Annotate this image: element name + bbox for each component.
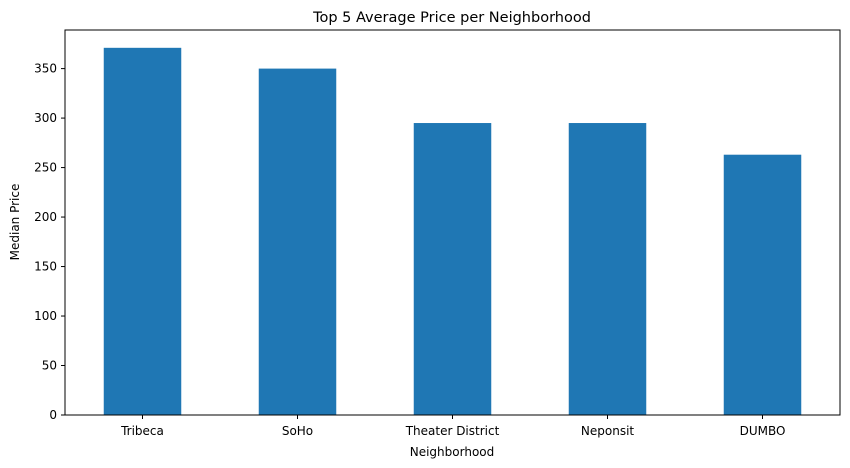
bar-theater-district: [413, 123, 492, 415]
bar-soho: [258, 68, 337, 415]
x-tick-label: Theater District: [405, 424, 500, 438]
x-tick-label: Tribeca: [120, 424, 164, 438]
y-axis-label: Median Price: [8, 184, 22, 261]
plot-area: Tribeca SoHo Theater District Neponsit DUMBO…: [34, 47, 802, 438]
y-tick-label: 300: [34, 111, 57, 125]
y-tick-label: 200: [34, 210, 57, 224]
y-tick-label: 0: [49, 408, 57, 422]
x-tick-label: SoHo: [282, 424, 313, 438]
y-tick-label: 50: [42, 359, 57, 373]
y-tick-label: 250: [34, 161, 57, 175]
bar-neponsit: [568, 123, 647, 415]
bar-dumbo: [723, 154, 802, 415]
bar-tribeca: [103, 47, 182, 415]
x-tick-label: DUMBO: [740, 424, 786, 438]
chart-title: Top 5 Average Price per Neighborhood: [312, 10, 591, 26]
plot-frame: [64, 29, 841, 416]
y-tick-label: 100: [34, 309, 57, 323]
y-tick-label: 150: [34, 260, 57, 274]
x-tick-label: Neponsit: [581, 424, 635, 438]
y-tick-label: 350: [34, 62, 57, 76]
x-axis-label: Neighborhood: [410, 445, 495, 459]
